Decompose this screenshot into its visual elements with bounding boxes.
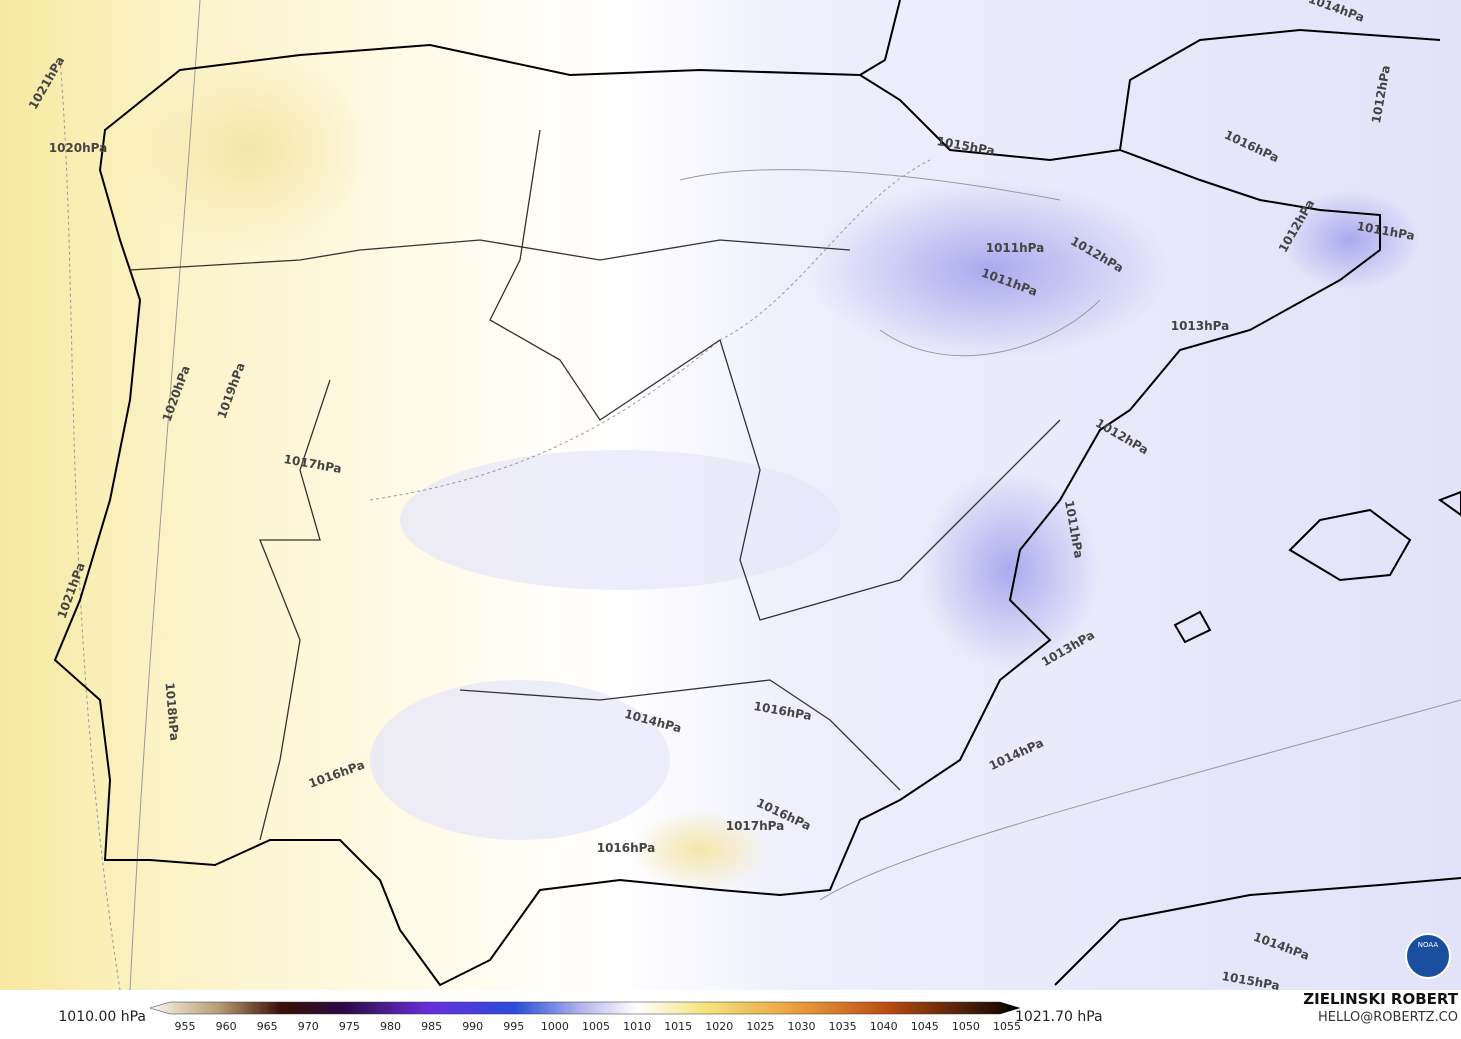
colorbar-max-label: 1021.70 hPa xyxy=(1015,1009,1103,1025)
internal-borders xyxy=(129,129,1061,841)
colorbar-tick-label: 1050 xyxy=(952,1020,980,1033)
colorbar-tick-label: 985 xyxy=(421,1020,442,1033)
colorbar xyxy=(149,1001,1021,1015)
pressure-area xyxy=(370,680,670,840)
colorbar-tick-label: 955 xyxy=(175,1020,196,1033)
low-pressure-area xyxy=(810,180,1170,360)
colorbar-tick-label: 1040 xyxy=(870,1020,898,1033)
low-pressure-area xyxy=(920,470,1100,670)
colorbar-tick-label: 1030 xyxy=(788,1020,816,1033)
colorbar-tick-label: 1000 xyxy=(541,1020,569,1033)
colorbar-tick-label: 970 xyxy=(298,1020,319,1033)
colorbar-tick-label: 975 xyxy=(339,1020,360,1033)
contour-label: 1013hPa xyxy=(1171,319,1230,333)
colorbar-tick-label: 1025 xyxy=(746,1020,774,1033)
isobars xyxy=(59,0,1461,991)
contour-label: 1020hPa xyxy=(49,141,108,155)
colorbar-tick-label: 1015 xyxy=(664,1020,692,1033)
colorbar-tick-label: 1005 xyxy=(582,1020,610,1033)
colorbar-tick-label: 990 xyxy=(462,1020,483,1033)
ibiza xyxy=(1173,610,1212,644)
contour-label: 1011hPa xyxy=(986,241,1045,255)
low-pressure-area xyxy=(1280,190,1420,290)
iberia-coastline xyxy=(53,43,1381,987)
pressure-area xyxy=(400,450,840,590)
credit-email: HELLO@ROBERTZ.CO xyxy=(1318,1010,1458,1025)
colorbar-tick-label: 1055 xyxy=(993,1020,1021,1033)
colorbar-tick-label: 1045 xyxy=(911,1020,939,1033)
contour-label: 1017hPa xyxy=(726,819,785,833)
africa-coastline xyxy=(1054,877,1461,986)
high-pressure-area xyxy=(130,50,370,250)
colorbar-tick-label: 965 xyxy=(257,1020,278,1033)
high-pressure-area xyxy=(630,810,770,890)
colorbar-ticks: 955 960 965 970 975 980 985 990 995 1000 1005 1010 1… xyxy=(175,1020,1022,1033)
colorbar-tick-label: 995 xyxy=(503,1020,524,1033)
colorbar-min-label: 1010.00 hPa xyxy=(58,1009,146,1025)
contour-label: 1018hPa xyxy=(162,682,181,742)
colorbar-tick-label: 1010 xyxy=(623,1020,651,1033)
colorbar-tick-label: 980 xyxy=(380,1020,401,1033)
menorca xyxy=(1437,490,1461,517)
colorbar-tick-label: 960 xyxy=(216,1020,237,1033)
noaa-logo xyxy=(1405,933,1451,979)
noaa-logo-text: NOAA xyxy=(1418,941,1439,949)
colorbar-tick-label: 1020 xyxy=(705,1020,733,1033)
credit-name: ZIELINSKI ROBERT xyxy=(1303,990,1458,1008)
contour-label: 1016hPa xyxy=(597,841,656,855)
mallorca xyxy=(1288,508,1412,582)
france-coastline xyxy=(859,0,1441,151)
colorbar-tick-label: 1035 xyxy=(829,1020,857,1033)
